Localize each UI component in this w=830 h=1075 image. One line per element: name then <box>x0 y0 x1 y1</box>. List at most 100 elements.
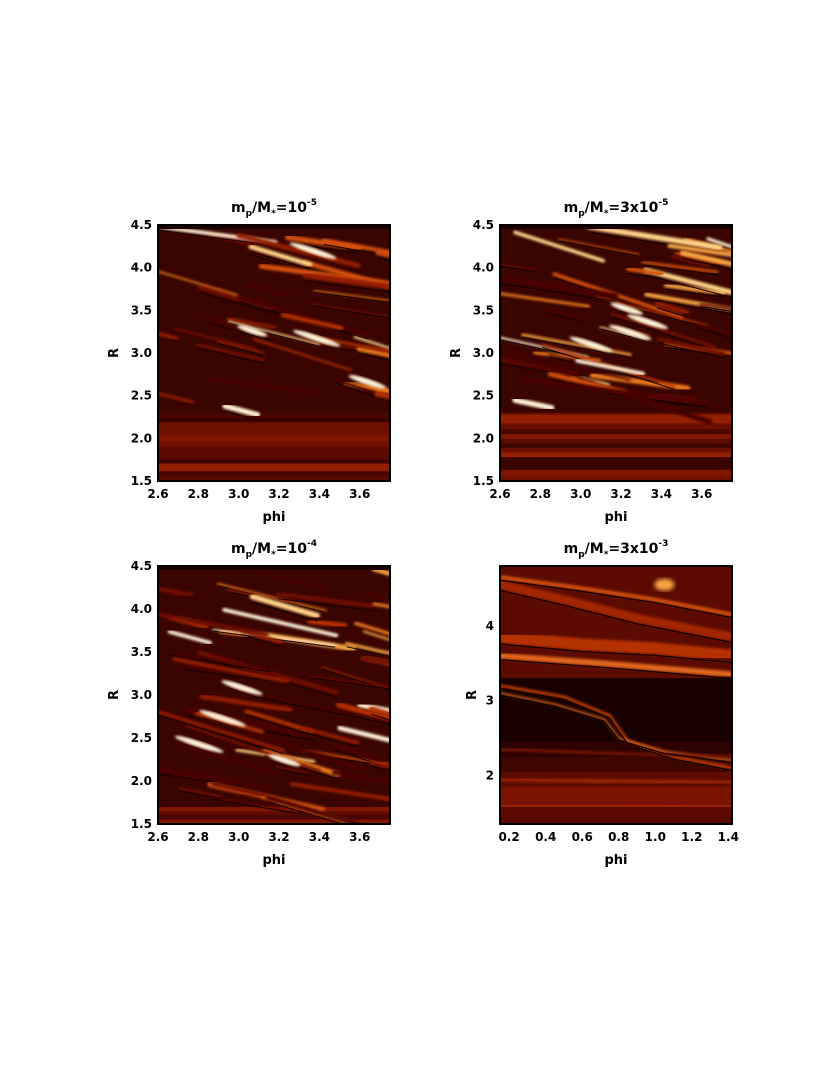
heatmap-contour <box>158 773 238 787</box>
heatmap-streak <box>500 292 590 308</box>
heatmap-band <box>500 452 732 458</box>
heatmap-contour <box>242 634 282 647</box>
heatmap-band <box>500 433 732 439</box>
heatmap-streak <box>309 302 390 318</box>
y-tick-label: 4.0 <box>473 261 494 275</box>
heatmap-hotspot <box>569 336 613 352</box>
heatmap-contour <box>198 347 264 364</box>
heatmap-streak <box>656 336 725 356</box>
y-tick-label: 2.0 <box>473 431 494 445</box>
heatmap-hotspot <box>237 325 268 337</box>
heatmap-strand <box>500 631 732 662</box>
heatmap-streak <box>368 706 390 718</box>
y-tick-label: 4.5 <box>131 559 152 573</box>
heatmap-strand <box>500 580 732 642</box>
heatmap-hotspot <box>348 375 387 389</box>
heatmap-streak <box>321 238 390 255</box>
heatmap-contour <box>700 306 732 312</box>
heatmap-band <box>500 469 732 477</box>
heatmap-hotspot <box>268 754 301 767</box>
x-tick-label: 2.8 <box>530 487 551 501</box>
heatmap-band <box>158 819 390 824</box>
heatmap-hotspot <box>199 710 246 727</box>
heatmap-streak <box>670 254 712 268</box>
heatmap-streak <box>519 376 650 399</box>
heatmap-hotspot <box>289 242 337 260</box>
heatmap-streak <box>500 263 536 271</box>
heatmap-streak <box>237 295 371 338</box>
heatmap-streak <box>641 260 719 274</box>
heatmap-streak <box>210 781 266 798</box>
heatmap-streak <box>586 225 723 251</box>
heatmap-streak <box>308 675 390 689</box>
heatmap-contour <box>301 731 358 747</box>
heatmap-streak <box>210 796 307 815</box>
heatmap-band <box>158 459 390 464</box>
heatmap-band <box>500 786 732 806</box>
heatmap-streak <box>245 730 369 773</box>
heatmap-streak <box>512 397 555 411</box>
heatmap-band <box>500 414 732 424</box>
x-tick-label: 3.2 <box>268 830 289 844</box>
heatmap-band <box>500 428 732 435</box>
heatmap-band <box>500 447 732 453</box>
heatmap-streak <box>236 233 361 268</box>
heatmap-contour <box>377 257 390 261</box>
heatmap-contour <box>309 677 390 690</box>
x-tick-label: 3.0 <box>228 830 249 844</box>
x-tick-label: 0.8 <box>608 830 629 844</box>
x-tick-label: 1.4 <box>718 830 739 844</box>
heatmap-band <box>158 412 390 418</box>
heatmap-streak <box>513 230 606 263</box>
heatmap-band <box>158 421 390 430</box>
heatmap-streak <box>251 693 390 723</box>
heatmap-band <box>158 454 390 460</box>
y-tick-label: 4.5 <box>131 218 152 232</box>
y-tick-label: 2.5 <box>473 389 494 403</box>
heatmap-streak <box>158 612 269 637</box>
panel-4: 0.2 0.4 0.6 0.8 1.0 1.2 1.4 2 3 4 phi R mp/M*=3x… <box>465 539 739 868</box>
heatmap-field <box>500 225 732 481</box>
panel-title: mp/M*=3x10-3 <box>564 539 669 560</box>
heatmap-band <box>500 412 732 415</box>
heatmap-contour <box>500 687 732 771</box>
heatmap-streak <box>158 331 179 341</box>
heatmap-streak <box>699 303 732 311</box>
heatmap-streak <box>663 283 726 296</box>
heatmap-contour <box>250 251 311 270</box>
heatmap-band <box>158 814 390 820</box>
x-tick-label: 0.4 <box>535 830 556 844</box>
heatmap-streak <box>595 296 709 327</box>
heatmap-contour <box>211 798 306 816</box>
plot-frame <box>499 565 733 825</box>
heatmap-streak <box>301 272 390 290</box>
heatmap-streak <box>345 642 390 655</box>
x-tick-label: 0.2 <box>498 830 519 844</box>
heatmap-contour <box>642 264 718 276</box>
y-tick-labels: 1.5 2.0 2.5 3.0 3.5 4.0 4.5 <box>473 218 494 488</box>
y-tick-label: 3.0 <box>473 346 494 360</box>
heatmap-streak <box>196 343 266 362</box>
heatmap-band <box>158 434 390 442</box>
heatmap-contour <box>658 342 724 359</box>
heatmap-band <box>158 446 390 456</box>
x-tick-labels: 2.6 2.8 3.0 3.2 3.4 3.6 <box>147 830 370 844</box>
heatmap-contour <box>500 589 732 644</box>
y-tick-label: 4.0 <box>131 261 152 275</box>
heatmap-streak <box>226 317 276 330</box>
heatmap-strand <box>500 684 732 770</box>
heatmap-band <box>500 438 732 444</box>
x-tick-label: 2.8 <box>188 487 209 501</box>
y-tick-label: 1.5 <box>131 817 152 831</box>
heatmap-contour <box>500 659 732 679</box>
y-tick-label: 4.0 <box>131 602 152 616</box>
plot-frame <box>157 565 391 825</box>
heatmap-streak <box>356 346 390 358</box>
heatmap-streak <box>212 628 337 647</box>
x-tick-label: 0.6 <box>572 830 593 844</box>
heatmap-strand <box>500 652 732 678</box>
heatmap-streak <box>258 263 390 287</box>
heatmap-contour <box>611 316 715 351</box>
heatmap-band <box>500 461 732 470</box>
